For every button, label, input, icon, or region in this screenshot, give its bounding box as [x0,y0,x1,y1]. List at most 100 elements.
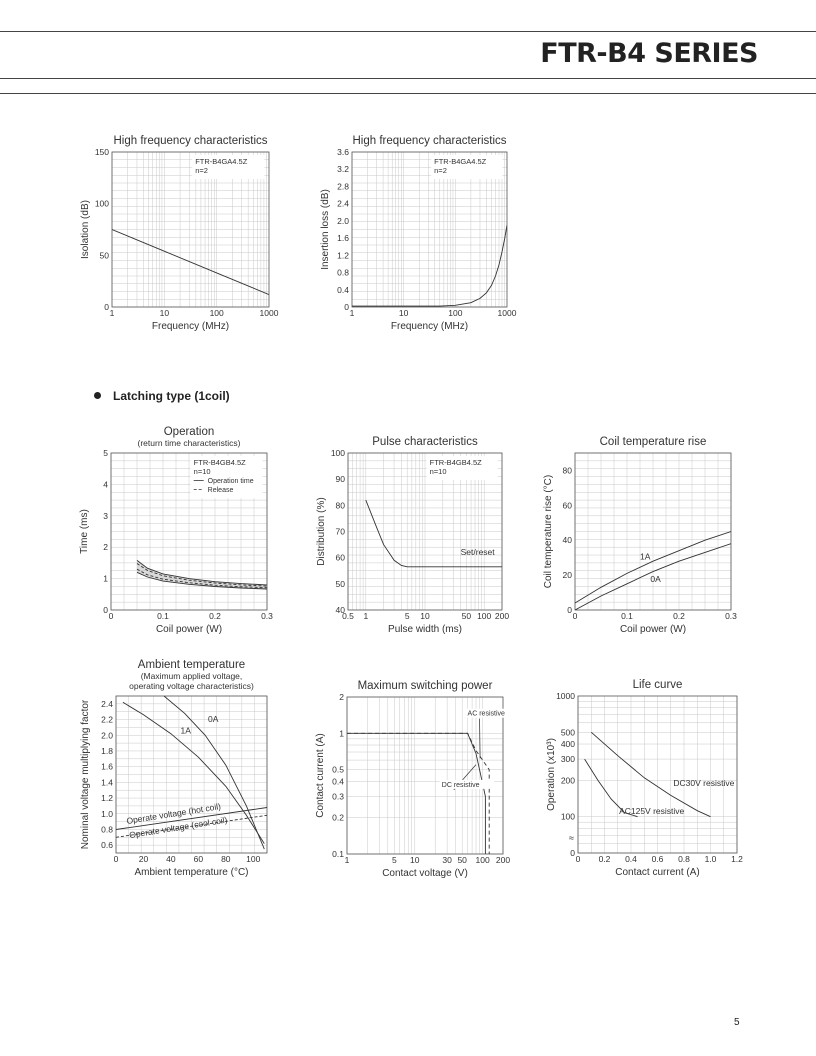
chart-operation: FTR-B4GB4.5Zn=10 Operation time Release Ope… [79,426,273,635]
x-axis-label: Contact voltage (V) [382,868,468,879]
x-tick-label: 0.1 [157,611,169,621]
header-rule [0,78,816,79]
x-tick-label: 0.8 [678,854,690,864]
x-axis-label: Frequency (MHz) [391,321,468,332]
series-group [116,696,267,850]
x-tick-label: 5 [392,855,397,865]
y-tick-label: 0 [567,605,572,615]
chart-title: Life curve [633,679,683,691]
series-group [584,731,711,818]
chart-note: n=10 [430,467,447,476]
y-tick-label: 1.6 [337,233,349,243]
y-axis-label: Time (ms) [79,509,90,554]
x-axis-label: Frequency (MHz) [152,321,229,332]
series-line-0 [365,499,502,568]
chart-insertion: FTR-B4GA4.5Zn=2 High frequency characteri… [320,135,517,332]
annotation-label: 1A [640,551,651,561]
x-tick-label: 100 [475,855,489,865]
annotation-label: DC30V resistive [673,778,734,788]
series-group [352,225,507,307]
y-tick-label: 1.8 [101,746,113,756]
notes-box [192,155,265,179]
x-axis-label: Contact current (A) [615,867,699,878]
x-axis-label: Coil power (W) [620,624,686,635]
y-tick-label: 4 [103,479,108,489]
y-tick-label: 1.0 [101,809,113,819]
y-axis-label: Distribution (%) [316,497,327,565]
annotation-label: 1A [181,726,192,736]
x-tick-label: 0.2 [673,611,685,621]
annotation-leader [479,718,481,759]
x-tick-label: 100 [210,308,224,318]
legend-label: Operation time [208,478,254,485]
chart-note: FTR-B4GA4.5Z [434,157,487,166]
series-line-1a [122,701,265,844]
y-tick-label: 0 [344,302,349,312]
section-heading-text: Latching type (1coil) [113,389,230,403]
annotation-bg [465,708,520,718]
series-line-0 [112,229,269,296]
x-tick-label: 80 [221,854,231,864]
y-tick-label: 0.8 [337,268,349,278]
chart-title: Ambient temperature [138,659,245,671]
x-tick-label: 0.4 [625,854,637,864]
x-tick-label: 200 [495,611,509,621]
chart-title: Pulse characteristics [372,436,478,448]
x-tick-label: 10 [420,611,430,621]
series-line-ac125v-resistive [584,758,638,818]
chart-ambient: Ambient temperature(Maximum applied volt… [80,659,268,878]
plot-frame [351,151,508,308]
y-tick-label: 1.2 [337,250,349,260]
legend-label: Release [208,487,234,494]
y-tick-label: 100 [95,199,109,209]
annotation-label: DC resistive [442,782,480,789]
y-tick-label: 2.0 [337,216,349,226]
chart-subtitle: (return time characteristics) [138,438,241,448]
series-line-release [136,568,267,589]
y-tick-label: 1.2 [101,793,113,803]
y-tick-label: 90 [336,474,346,484]
series-line-operate-voltage-cool-coil- [116,814,267,838]
x-tick-label: 0.2 [599,854,611,864]
x-tick-label: 0 [109,611,114,621]
x-tick-label: 50 [462,611,472,621]
y-tick-label: 0.2 [332,813,344,823]
y-tick-label: 80 [336,500,346,510]
top-rule [0,31,816,32]
chart-life: Life curve 0 0.2 0.4 0.6 0.8 1.0 1.2 100 200 300 40… [546,679,743,878]
chart-title: High frequency characteristics [113,135,267,147]
y-tick-label: 5 [103,448,108,458]
series-line-0a [163,696,265,850]
y-tick-label: 50 [336,579,346,589]
series-group [365,499,502,568]
series-line-release [136,563,267,587]
chart-isolation: FTR-B4GA4.5Zn=2 High frequency characteri… [80,135,279,332]
bullet-icon [94,392,101,399]
x-tick-label: 0 [573,611,578,621]
y-axis-label: Coil temperature rise (°C) [543,475,554,588]
x-tick-label: 5 [405,611,410,621]
plot-frame [577,695,738,854]
x-tick-label: 100 [477,611,491,621]
y-tick-label: 0.8 [101,824,113,834]
y-tick-label: 3.2 [337,164,349,174]
y-tick-label: 200 [561,775,575,785]
x-tick-label: 1.0 [705,854,717,864]
x-axis-label: Pulse width (ms) [388,624,462,635]
y-tick-label: 40 [336,605,346,615]
y-tick-label: 150 [95,147,109,157]
y-tick-label: 0.4 [332,776,344,786]
annotation-label: Set/reset [461,547,496,557]
y-axis-label: Contact current (A) [315,733,326,817]
y-axis-label: Operation (x10³) [546,738,557,811]
y-tick-label: 2 [103,542,108,552]
y-tick-label: 2.0 [101,730,113,740]
series-line-operate-voltage-hot-coil- [116,807,267,830]
plot-frame [115,695,268,854]
series-line-ac-resistive [347,732,490,854]
x-tick-label: 0 [114,854,119,864]
x-tick-label: 30 [442,855,452,865]
x-tick-label: 0 [576,854,581,864]
x-tick-label: 1000 [260,308,279,318]
